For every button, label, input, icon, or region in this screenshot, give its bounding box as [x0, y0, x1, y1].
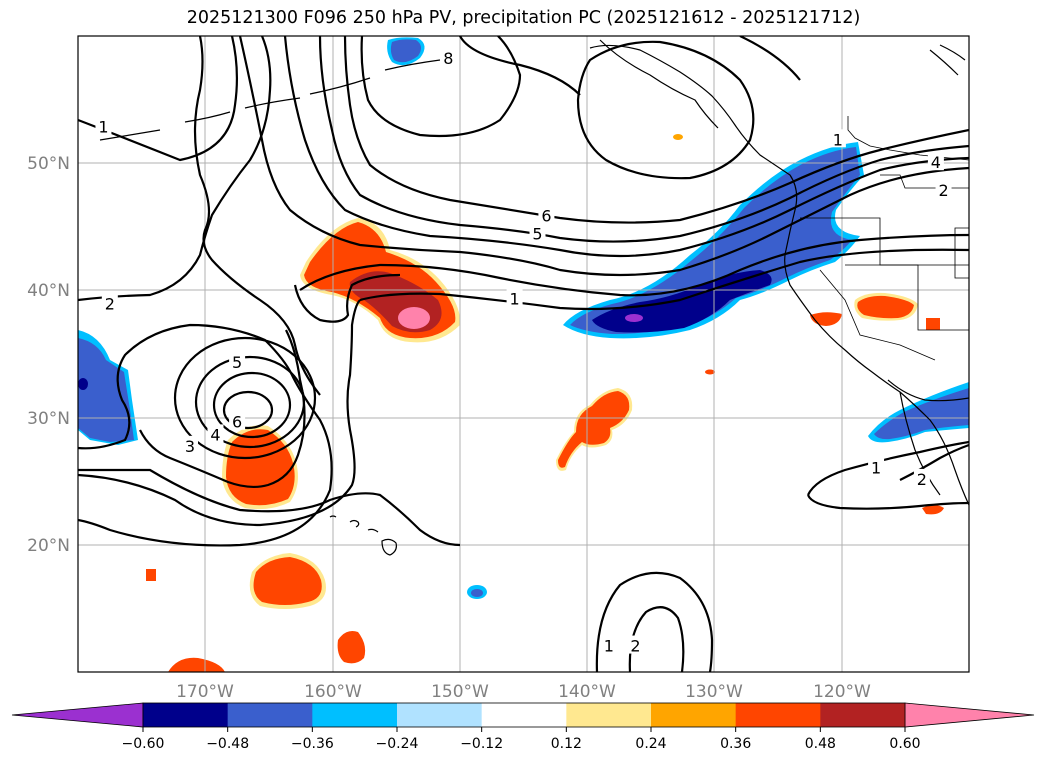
contour-label: 2 — [917, 470, 927, 489]
map-background — [78, 36, 969, 672]
coastlines — [99, 39, 969, 556]
colorbar-bin — [143, 703, 229, 727]
contour-label-bg — [95, 116, 112, 135]
contour-label-bg — [207, 424, 224, 443]
colorbar-tick-label: 0.48 — [805, 736, 836, 752]
lat-label-30: 30°N — [27, 409, 70, 429]
lon-label-160w: 160°W — [304, 682, 362, 702]
contour-label: 2 — [105, 294, 115, 313]
lat-label-20: 20°N — [27, 536, 70, 556]
contour-label: 6 — [541, 207, 551, 226]
colorbar-tick-label: −0.60 — [122, 736, 165, 752]
colorbar-bin — [227, 703, 313, 727]
colorbar-bin — [735, 703, 821, 727]
contour-label-bg — [935, 180, 952, 199]
map-frame — [77, 35, 970, 673]
contour-label: 5 — [232, 353, 242, 372]
contour-label: 1 — [98, 118, 108, 137]
contour-label-bg — [600, 635, 617, 654]
contour-label-bg — [627, 635, 644, 654]
contour-label: 1 — [509, 289, 519, 308]
contour-label: 4 — [210, 425, 220, 444]
lon-label-170w: 170°W — [176, 682, 234, 702]
colorbar-tick-label: −0.12 — [460, 736, 503, 752]
colorbar-bin — [651, 703, 737, 727]
political-borders — [800, 116, 969, 361]
colorbar-tick-label: 0.12 — [551, 736, 582, 752]
colorbar-bin — [566, 703, 652, 727]
contour-label: 1 — [833, 130, 843, 149]
contour-label-bg — [182, 435, 199, 454]
lon-label-120w: 120°W — [813, 682, 871, 702]
colorbar-tick-label: −0.36 — [291, 736, 334, 752]
contour-label-bg — [538, 205, 555, 224]
contour-label-bg — [229, 411, 246, 430]
colorbar-tick-label: 0.60 — [889, 736, 920, 752]
lon-label-130w: 130°W — [685, 682, 743, 702]
contour-label-bg — [506, 288, 523, 307]
colorbar: −0.60 −0.48 −0.36 −0.24 −0.12 0.12 0.24 0.36 0.4… — [11, 702, 1035, 752]
contour-label: 2 — [630, 637, 640, 656]
contour-label: 4 — [931, 153, 941, 172]
colorbar-frame — [142, 702, 906, 728]
figure-title: 2025121300 F096 250 hPa PV, precipitatio… — [186, 8, 861, 28]
colorbar-extend-min — [11, 702, 144, 728]
colorbar-bin — [481, 703, 567, 727]
contour-label-bg — [101, 293, 118, 312]
colorbar-bin — [397, 703, 483, 727]
lon-label-140w: 140°W — [558, 682, 616, 702]
latitude-labels: 20°N 30°N 40°N 50°N — [27, 154, 70, 556]
lat-label-50: 50°N — [27, 154, 70, 174]
colorbar-extend-max — [904, 702, 1035, 728]
contour-label: 3 — [185, 437, 195, 456]
contour-label: 5 — [532, 224, 542, 243]
colorbar-bin — [312, 703, 398, 727]
contour-label: 8 — [443, 49, 453, 68]
contour-label-bg — [229, 351, 246, 370]
contour-label: 1 — [871, 458, 881, 477]
contour-label: 2 — [938, 181, 948, 200]
contour-label: 6 — [232, 413, 242, 432]
longitude-labels: 170°W 160°W 150°W 140°W 130°W 120°W — [176, 682, 871, 702]
lat-label-40: 40°N — [27, 281, 70, 301]
contour-label-bg — [868, 457, 885, 476]
colorbar-tick-label: −0.48 — [206, 736, 249, 752]
contour-label-bg — [927, 152, 944, 171]
colorbar-tick-label: 0.36 — [720, 736, 751, 752]
contour-label: 1 — [604, 637, 614, 656]
lon-label-150w: 150°W — [431, 682, 489, 702]
contour-label-bg — [440, 47, 457, 66]
colorbar-tick-label: −0.24 — [376, 736, 419, 752]
contour-label-bg — [829, 129, 846, 148]
colorbar-tick-label: 0.24 — [635, 736, 666, 752]
contour-label-bg — [529, 223, 546, 242]
contour-label-bg — [913, 468, 930, 487]
colorbar-bin — [820, 703, 906, 727]
